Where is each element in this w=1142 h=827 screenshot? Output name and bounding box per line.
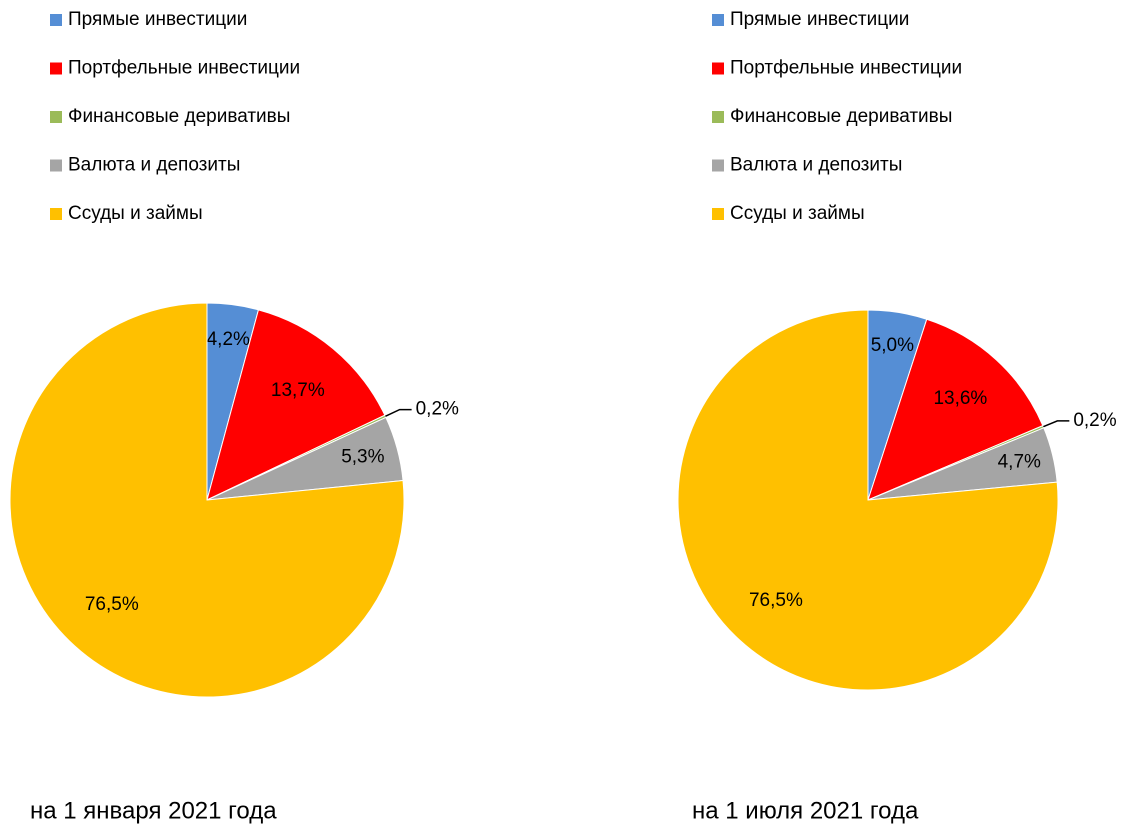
- data-label: 0,2%: [416, 399, 459, 420]
- legend-label: Портфельные инвестиции: [730, 58, 962, 79]
- pie-slice: [677, 309, 1059, 691]
- legend-label: Валюта и депозиты: [730, 155, 902, 176]
- legend-label: Финансовые деривативы: [68, 106, 290, 127]
- chart-caption: на 1 июля 2021 года: [692, 797, 919, 824]
- legend-swatch: [50, 14, 62, 26]
- legend-label: Финансовые деривативы: [730, 106, 952, 127]
- legend-swatch: [50, 62, 62, 75]
- legend-swatch: [50, 159, 62, 172]
- data-label: 13,6%: [933, 388, 987, 409]
- legend-swatch: [50, 208, 62, 220]
- legend-swatch: [712, 62, 724, 75]
- data-label: 4,7%: [998, 452, 1041, 473]
- leader-line: [1043, 420, 1070, 428]
- pie-slice: [867, 318, 1044, 501]
- data-label: 4,2%: [207, 329, 250, 350]
- legend-label: Прямые инвестиции: [730, 9, 909, 30]
- data-label: 13,7%: [271, 380, 325, 401]
- legend-swatch: [712, 159, 724, 172]
- legend-label: Ссуды и займы: [730, 203, 865, 224]
- data-label: 5,0%: [871, 335, 914, 356]
- legend-label: Ссуды и займы: [68, 203, 203, 224]
- pie-slice: [206, 309, 386, 501]
- leader-line: [385, 408, 412, 418]
- legend-swatch: [712, 14, 724, 26]
- legend-swatch: [50, 111, 62, 123]
- pie-slice: [9, 302, 405, 698]
- legend-swatch: [712, 208, 724, 220]
- data-label: 0,2%: [1073, 410, 1116, 431]
- data-label: 76,5%: [749, 590, 803, 611]
- legend-label: Валюта и депозиты: [68, 155, 240, 176]
- data-label: 76,5%: [85, 594, 139, 615]
- legend-label: Прямые инвестиции: [68, 9, 247, 30]
- legend-label: Портфельные инвестиции: [68, 58, 300, 79]
- data-label: 5,3%: [341, 447, 384, 468]
- chart-caption: на 1 января 2021 года: [30, 797, 277, 824]
- legend-swatch: [712, 111, 724, 123]
